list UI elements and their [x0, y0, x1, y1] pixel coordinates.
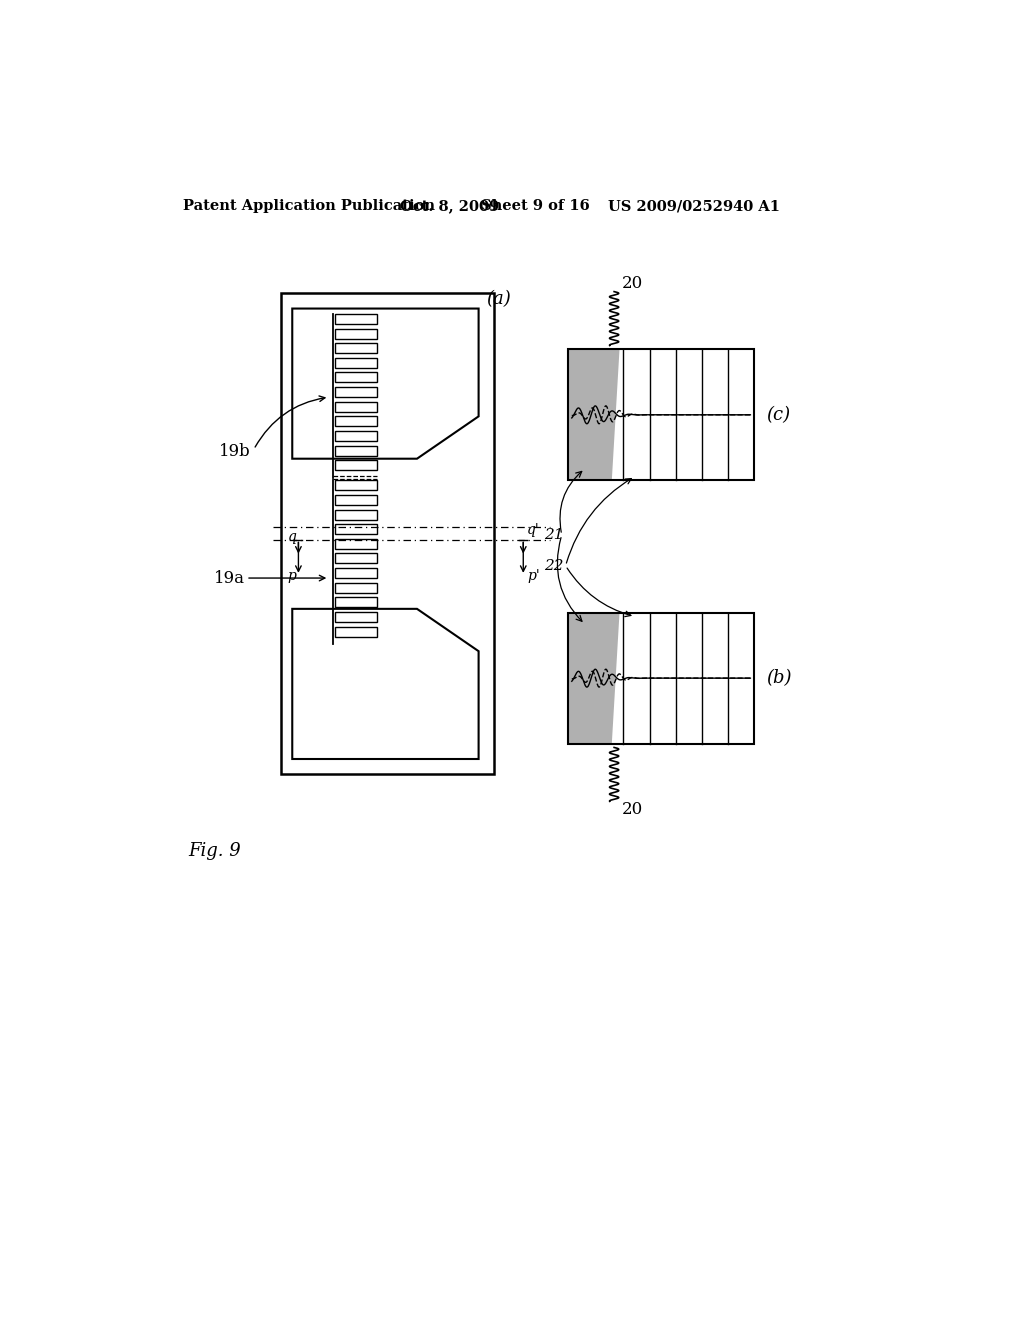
Bar	[335, 582, 377, 593]
Text: Oct. 8, 2009: Oct. 8, 2009	[400, 199, 499, 213]
Bar	[335, 598, 377, 607]
Bar	[335, 401, 377, 412]
Bar	[335, 430, 377, 441]
Bar	[335, 387, 377, 397]
Text: (b): (b)	[766, 669, 792, 688]
Bar	[335, 358, 377, 368]
Bar	[335, 416, 377, 426]
Polygon shape	[292, 609, 478, 759]
Text: p': p'	[527, 569, 540, 582]
Text: 21: 21	[544, 528, 563, 543]
Text: Patent Application Publication: Patent Application Publication	[183, 199, 435, 213]
Bar	[335, 524, 377, 535]
Bar	[335, 627, 377, 636]
Bar	[335, 553, 377, 564]
Text: Sheet 9 of 16: Sheet 9 of 16	[481, 199, 590, 213]
Bar	[335, 461, 377, 470]
Text: 19b: 19b	[219, 442, 251, 459]
Bar	[335, 612, 377, 622]
Text: (c): (c)	[766, 405, 790, 424]
Bar	[335, 495, 377, 506]
Text: 22: 22	[544, 558, 563, 573]
Bar	[335, 539, 377, 549]
Text: p: p	[288, 569, 297, 582]
Bar	[335, 329, 377, 339]
Polygon shape	[568, 612, 620, 743]
Polygon shape	[568, 350, 620, 480]
Bar	[335, 446, 377, 455]
Text: 20: 20	[622, 276, 643, 293]
Bar	[335, 372, 377, 383]
Bar	[335, 480, 377, 490]
Bar	[568, 612, 755, 743]
Polygon shape	[292, 309, 478, 459]
Bar	[335, 568, 377, 578]
Text: (a): (a)	[486, 290, 511, 309]
Text: Fig. 9: Fig. 9	[188, 842, 241, 861]
Text: 19a: 19a	[214, 569, 245, 586]
Text: 20: 20	[622, 800, 643, 817]
Text: q': q'	[527, 523, 540, 536]
Bar	[568, 350, 755, 480]
Text: q: q	[288, 531, 297, 544]
Bar	[281, 293, 494, 775]
Text: US 2009/0252940 A1: US 2009/0252940 A1	[608, 199, 780, 213]
Bar	[335, 314, 377, 323]
Bar	[335, 343, 377, 354]
Bar	[335, 510, 377, 520]
